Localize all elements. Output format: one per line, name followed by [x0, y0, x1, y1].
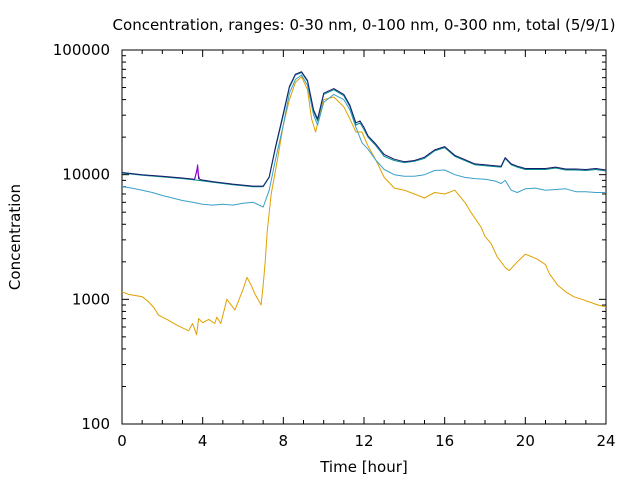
plot-area [121, 49, 607, 425]
x-tick-label: 20 [516, 432, 535, 450]
chart-title: Concentration, ranges: 0-30 nm, 0-100 nm… [113, 16, 616, 34]
series-line-2 [121, 74, 606, 208]
series-line-4 [121, 71, 607, 187]
x-tick-label: 0 [117, 432, 127, 450]
plot-frame [121, 49, 607, 425]
tick-labels-group: 0 4 8 12 16 20 24 100 1000 10000 100000 [53, 41, 616, 450]
y-tick-label: 100000 [53, 41, 110, 59]
y-tick-label: 10000 [62, 166, 110, 184]
ticks-group [121, 50, 607, 425]
series-line-1 [121, 76, 607, 336]
y-tick-label: 1000 [72, 290, 110, 308]
x-tick-label: 12 [354, 432, 373, 450]
series-line-5 [194, 164, 201, 180]
x-axis-label: Time [hour] [319, 458, 408, 476]
x-tick-label: 8 [279, 432, 289, 450]
x-tick-label: 4 [198, 432, 208, 450]
series-line-3 [121, 72, 607, 188]
series-group [121, 71, 607, 336]
y-axis-label: Concentration [6, 184, 24, 290]
x-tick-label: 16 [435, 432, 454, 450]
y-tick-label: 100 [81, 415, 110, 433]
x-tick-label: 24 [596, 432, 615, 450]
